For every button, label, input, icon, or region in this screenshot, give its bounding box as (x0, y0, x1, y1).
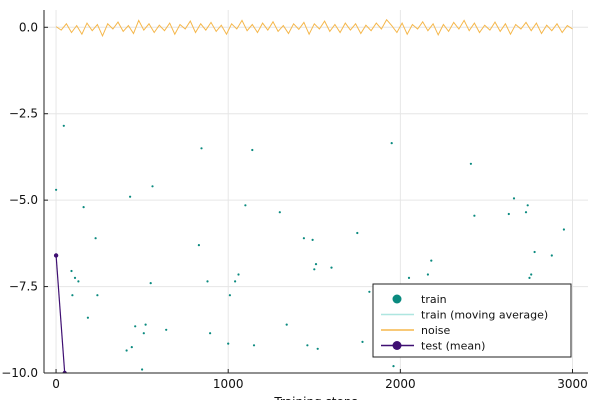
axes-layer: 0 1000 2000 3000 0.0 −2.5 −5.0 −7.5 −10.0 Trainin… (1, 10, 588, 400)
train-point (530, 273, 533, 276)
test-mean-point (53, 253, 59, 258)
legend-swatch-marker (392, 294, 402, 304)
train-point (407, 276, 411, 279)
train-point (524, 211, 528, 214)
train-point (392, 365, 395, 368)
train-point (70, 269, 73, 273)
train-point (368, 290, 371, 293)
train-point (562, 228, 566, 231)
legend-label: test (mean) (421, 340, 485, 353)
train-point (361, 340, 364, 343)
x-tick-label: 3000 (557, 377, 588, 391)
y-tick-label: −5.0 (9, 193, 38, 207)
train-point (473, 214, 476, 217)
train-point (356, 231, 359, 235)
test-mean-point (62, 370, 67, 373)
train-point (228, 294, 231, 297)
train-point (313, 268, 316, 271)
y-tick-label: −2.5 (9, 107, 38, 121)
train-point (96, 294, 99, 297)
train-point (141, 368, 144, 371)
train-point (251, 148, 254, 152)
x-tick-label: 2000 (385, 377, 416, 391)
legend-label: train (421, 293, 447, 306)
legend-label: train (moving average) (421, 309, 548, 322)
series-line-2 (55, 18, 573, 38)
train-point (526, 204, 529, 207)
train-point (430, 259, 433, 262)
train-point (125, 349, 128, 352)
legend-entry: train (moving average) (381, 309, 548, 322)
train-point (278, 211, 281, 214)
train-point (71, 294, 74, 297)
test-mean-line (55, 255, 66, 373)
train-point (209, 332, 212, 335)
train-point (149, 282, 152, 285)
train-point (512, 197, 516, 200)
train-point (134, 325, 137, 328)
y-tick-label: 0.0 (19, 20, 38, 34)
train-point (130, 346, 133, 349)
series-layer (53, 18, 573, 373)
train-point (94, 237, 97, 240)
train-point (142, 332, 145, 335)
train-point (528, 276, 531, 279)
legend: train train (moving average) noise test (me… (372, 283, 572, 358)
train-point (426, 273, 429, 276)
train-point (550, 254, 553, 257)
train-point (316, 347, 319, 350)
train-point (197, 244, 200, 247)
train-point (227, 342, 230, 345)
x-tick-label: 0 (52, 377, 60, 391)
train-point (206, 280, 209, 283)
x-axis-title: Training steps (273, 395, 357, 400)
train-point (55, 188, 58, 191)
train-point (144, 323, 147, 326)
legend-entry: train (392, 293, 447, 306)
legend-entry: test (mean) (381, 340, 485, 353)
legend-swatch-marker (392, 341, 402, 350)
train-point (77, 280, 80, 283)
train-point (165, 328, 168, 331)
train-point (62, 124, 65, 127)
legend-entry: noise (381, 324, 450, 337)
train-point (390, 142, 393, 145)
y-tick-label: −7.5 (9, 280, 38, 294)
train-point (533, 250, 536, 254)
train-point (73, 276, 77, 279)
train-point (200, 147, 203, 150)
train-point (237, 273, 240, 276)
train-point (306, 344, 309, 347)
train-point (311, 238, 314, 241)
train-point (507, 212, 510, 216)
train-point (244, 204, 247, 207)
train-point (469, 162, 472, 165)
y-tick-label: −10.0 (1, 366, 38, 380)
x-tick-label: 1000 (213, 377, 244, 391)
train-point (86, 316, 89, 319)
train-point (151, 185, 154, 188)
train-point (302, 237, 305, 240)
train-point (285, 323, 288, 326)
train-point (314, 263, 318, 266)
train-point (82, 206, 85, 209)
legend-label: noise (421, 324, 450, 337)
train-point (252, 344, 256, 347)
train-point (129, 195, 132, 198)
train-point (234, 280, 237, 283)
train-point (330, 266, 333, 269)
